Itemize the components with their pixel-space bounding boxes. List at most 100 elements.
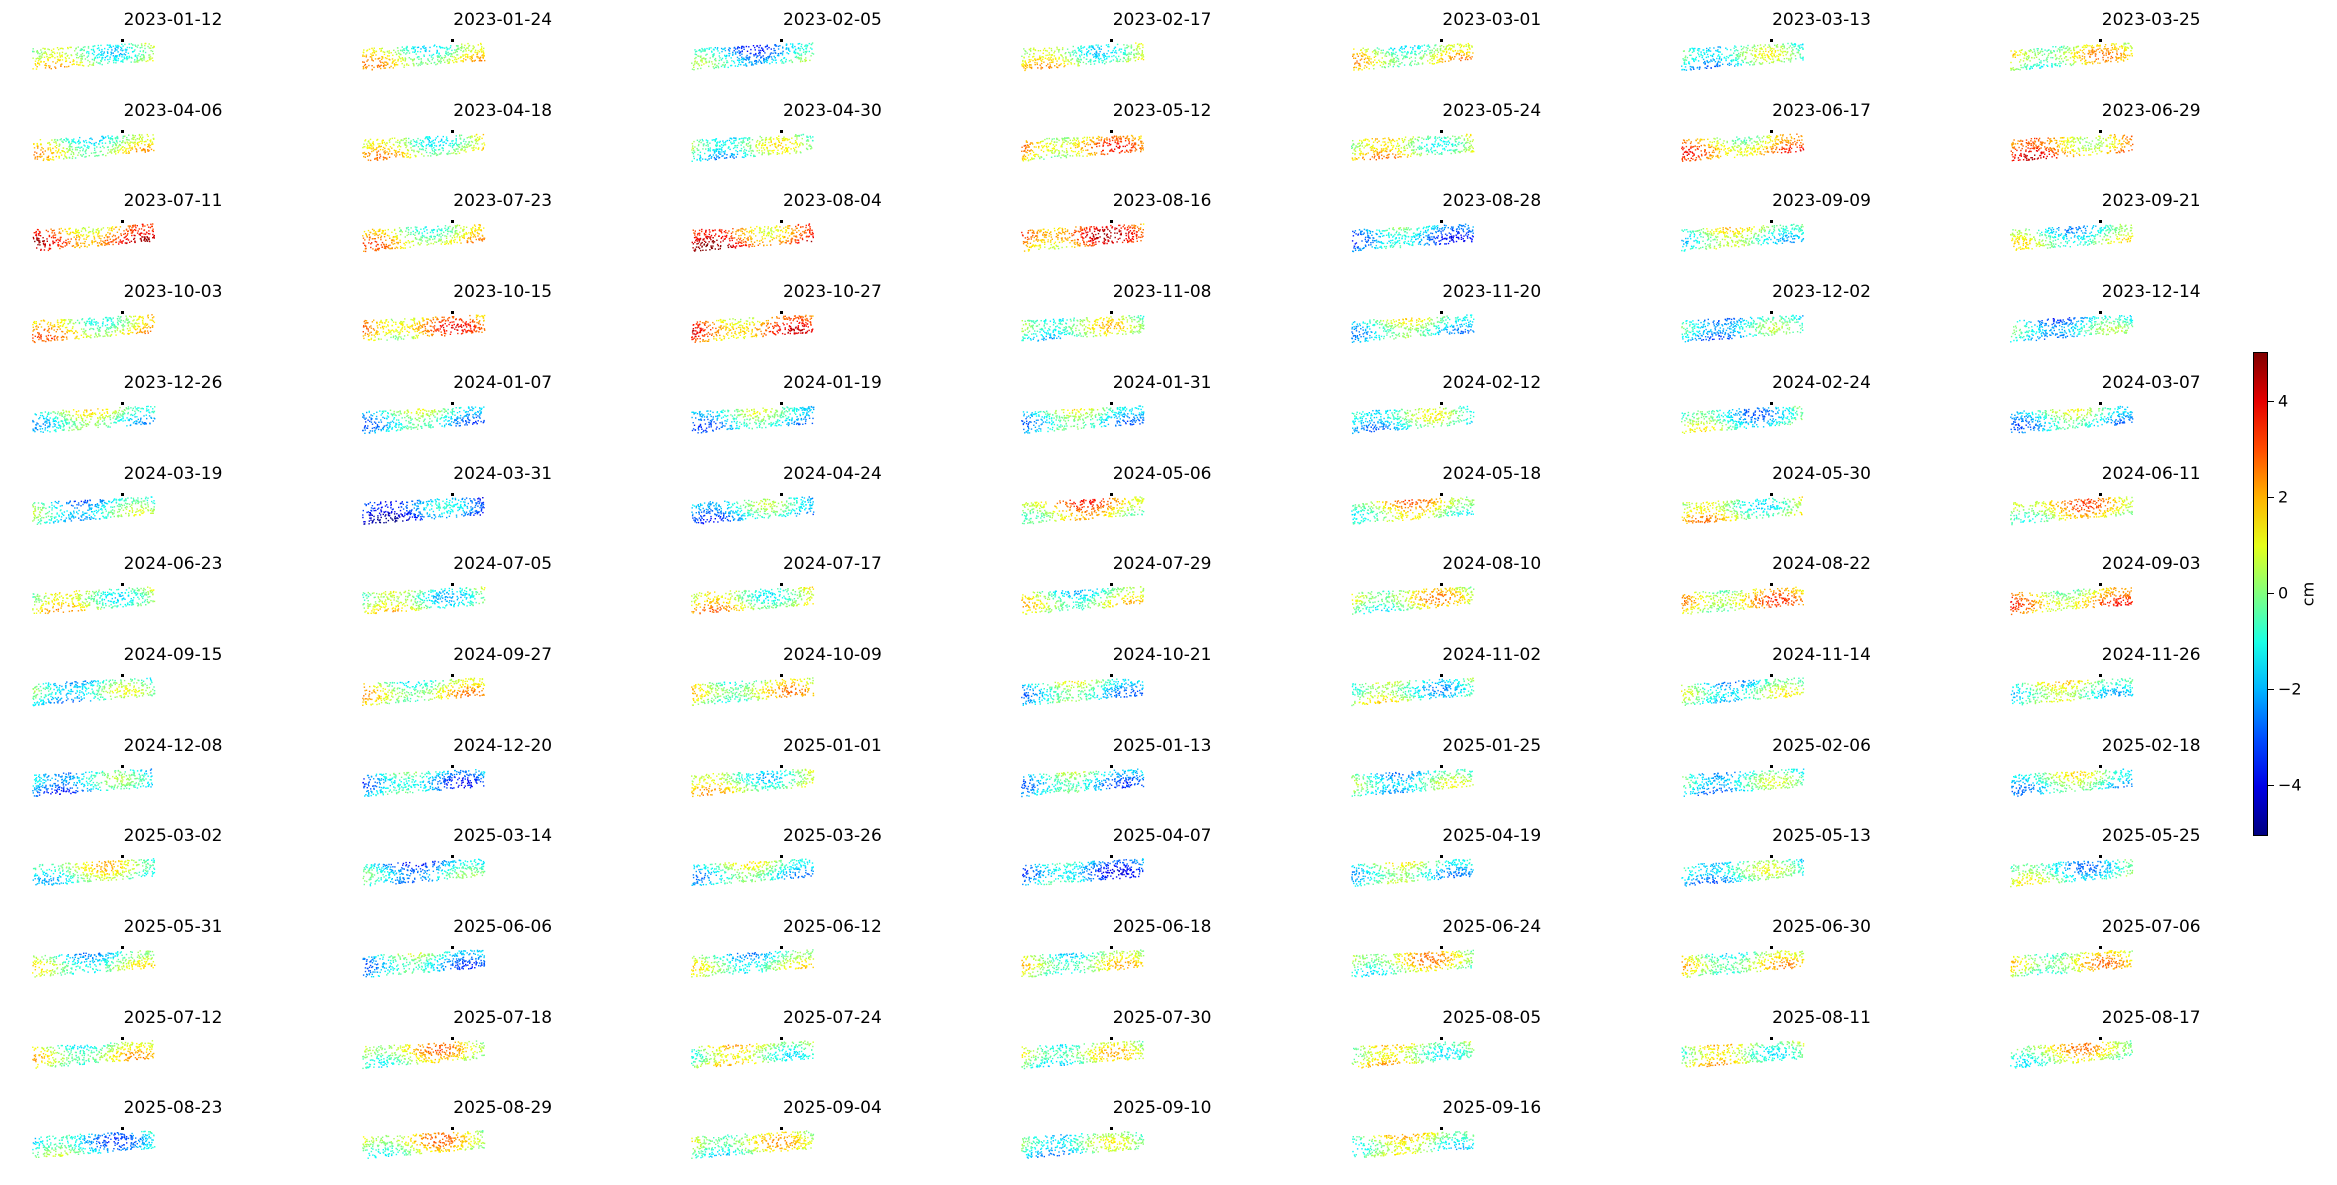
displacement-point <box>745 59 748 61</box>
displacement-point <box>1376 53 1379 56</box>
displacement-point <box>1687 61 1690 63</box>
displacement-point <box>721 155 724 157</box>
displacement-point <box>1138 137 1141 139</box>
displacement-point <box>784 138 786 140</box>
displacement-point <box>379 65 381 67</box>
displacement-point <box>1372 64 1374 67</box>
displacement-point <box>149 140 152 143</box>
displacement-point <box>1378 48 1380 50</box>
displacement-point <box>1137 45 1139 47</box>
displacement-point <box>1763 54 1766 56</box>
panel-2023-05-24: 2023-05-24 <box>1327 91 1657 182</box>
displacement-point <box>416 137 419 139</box>
displacement-point <box>1368 56 1371 58</box>
displacement-point <box>1137 53 1139 55</box>
displacement-point <box>1351 157 1353 160</box>
displacement-point <box>1434 55 1436 57</box>
displacement-point <box>396 139 399 141</box>
displacement-point <box>369 144 371 146</box>
displacement-point <box>715 149 717 151</box>
displacement-point <box>458 143 460 145</box>
displacement-point <box>761 153 764 155</box>
displacement-point <box>2016 54 2019 56</box>
displacement-point <box>1045 54 1047 57</box>
displacement-point <box>136 142 138 144</box>
displacement-point <box>367 64 370 67</box>
displacement-point <box>694 57 696 60</box>
displacement-point <box>66 66 68 68</box>
displacement-point <box>1049 62 1051 64</box>
displacement-point <box>1467 146 1470 148</box>
displacement-point <box>1069 139 1072 141</box>
displacement-point <box>1761 62 1763 64</box>
displacement-point <box>764 58 766 61</box>
displacement-point <box>730 137 733 139</box>
displacement-point <box>416 56 418 59</box>
displacement-point <box>813 53 815 55</box>
displacement-point <box>1040 140 1042 143</box>
displacement-point <box>57 149 60 151</box>
displacement-point <box>1041 56 1043 58</box>
displacement-point <box>1134 60 1137 62</box>
displacement-point <box>1077 63 1079 66</box>
displacement-point <box>2028 56 2030 58</box>
displacement-point <box>795 48 797 50</box>
displacement-point <box>1440 53 1443 55</box>
displacement-point <box>1040 155 1042 158</box>
displacement-point <box>1139 43 1141 45</box>
displacement-point <box>775 145 777 148</box>
displacement-point <box>1395 56 1397 59</box>
displacement-point <box>134 59 136 61</box>
displacement-point <box>1024 60 1026 62</box>
displacement-point <box>1091 146 1094 149</box>
displacement-point <box>1032 56 1034 58</box>
displacement-point <box>1076 59 1078 61</box>
displacement-point <box>1083 53 1086 56</box>
displacement-point <box>759 140 762 142</box>
displacement-point <box>395 152 397 154</box>
displacement-point <box>732 142 734 144</box>
displacement-point <box>2111 44 2113 46</box>
displacement-point <box>1362 47 1364 49</box>
displacement-point <box>1777 55 1779 58</box>
displacement-point <box>1415 54 1417 56</box>
displacement-point <box>1447 143 1449 146</box>
displacement-point <box>788 138 791 140</box>
displacement-point <box>425 143 428 146</box>
displacement-point <box>763 50 765 52</box>
displacement-point <box>760 56 763 58</box>
displacement-point <box>122 139 124 142</box>
displacement-point <box>397 50 399 52</box>
displacement-point <box>420 60 422 62</box>
displacement-point <box>2081 62 2084 65</box>
displacement-point <box>1119 58 1122 61</box>
displacement-point <box>2073 48 2075 51</box>
reference-point <box>780 129 784 133</box>
displacement-point <box>766 138 768 140</box>
displacement-point <box>1028 56 1030 58</box>
displacement-point <box>1420 146 1422 148</box>
displacement-point <box>1385 52 1387 54</box>
displacement-point <box>792 44 794 47</box>
displacement-point <box>1692 67 1694 69</box>
displacement-point <box>429 151 431 154</box>
displacement-point <box>427 59 429 61</box>
displacement-point <box>1443 148 1446 151</box>
displacement-point <box>1751 46 1753 49</box>
displacement-point <box>148 144 150 146</box>
displacement-point <box>1054 155 1056 157</box>
displacement-point <box>1074 141 1076 144</box>
displacement-point <box>1451 56 1453 58</box>
displacement-point <box>370 47 373 50</box>
displacement-point <box>1436 53 1438 56</box>
displacement-point <box>1390 142 1392 144</box>
displacement-point <box>470 56 472 59</box>
displacement-point <box>1404 56 1407 59</box>
displacement-point <box>2024 54 2026 57</box>
displacement-point <box>1433 56 1435 58</box>
displacement-point <box>100 139 102 141</box>
displacement-point <box>1758 50 1761 53</box>
displacement-point <box>1729 54 1731 56</box>
displacement-point <box>466 136 468 139</box>
displacement-point <box>1716 64 1718 66</box>
